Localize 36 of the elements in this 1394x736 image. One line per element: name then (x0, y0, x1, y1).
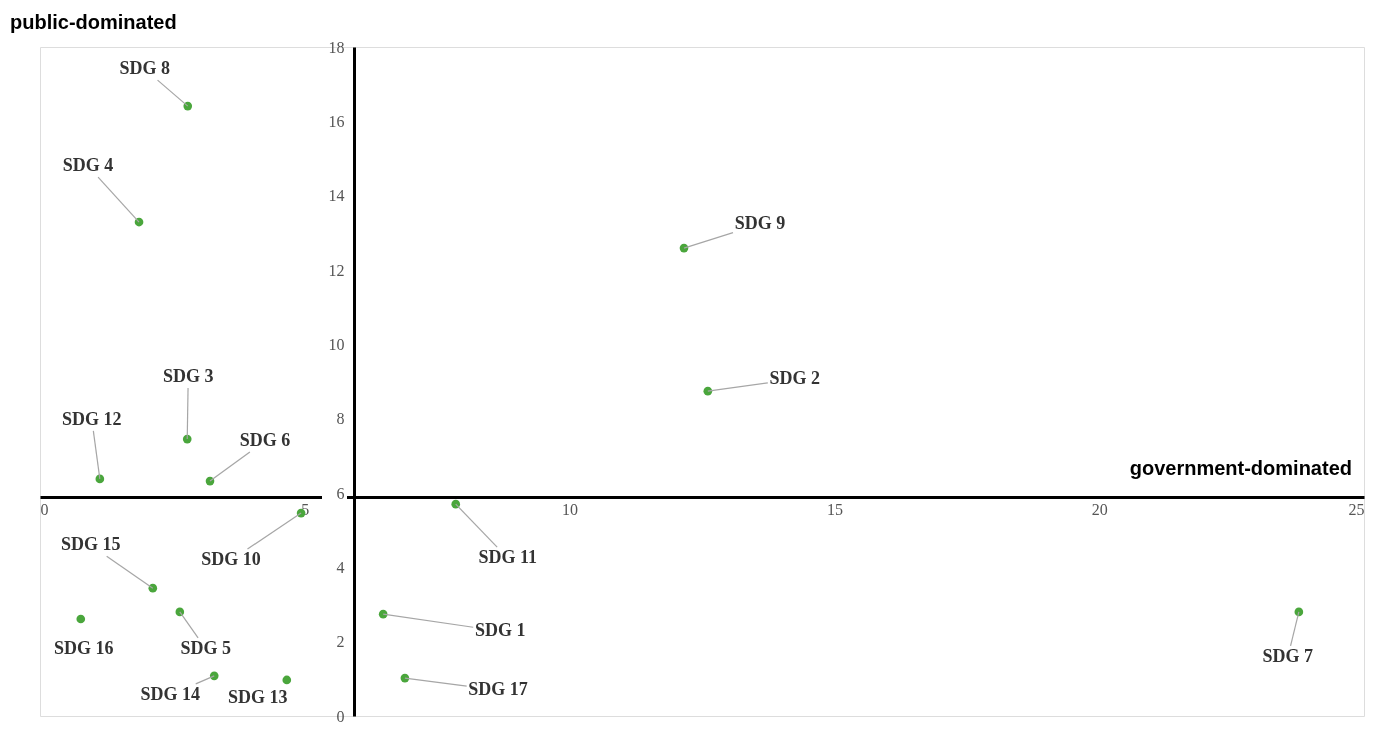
y-tick-label: 8 (336, 410, 345, 428)
annotation: SDG 4 (62, 155, 114, 176)
y-tick-label: 12 (328, 261, 345, 279)
annotation: SDG 3 (162, 366, 214, 387)
x-tick-label: 20 (1091, 500, 1108, 518)
annotation: SDG 14 (140, 683, 200, 704)
annotation: SDG 10 (201, 549, 261, 570)
annotation: government-dominated (1129, 457, 1352, 479)
point (282, 675, 292, 685)
y-tick-label: 6 (336, 484, 345, 502)
annotation: SDG 13 (228, 686, 288, 707)
x-tick-label: 25 (1348, 500, 1365, 518)
annotation: SDG 6 (239, 430, 291, 451)
annotation: SDG 16 (54, 637, 114, 658)
annotation: SDG 5 (180, 637, 232, 658)
annotation: SDG 7 (1262, 645, 1314, 666)
y-tick-label: 18 (328, 38, 345, 56)
y-tick-label: 16 (328, 112, 345, 130)
y-tick-label: 14 (328, 187, 345, 205)
y-tick-label: 2 (336, 633, 345, 651)
y-tick-label: 0 (336, 707, 345, 725)
x-tick-label: 15 (826, 500, 843, 518)
text: public-dominated (10, 11, 177, 33)
x-tick-label: 0 (40, 500, 49, 518)
y-tick-label: 10 (328, 335, 345, 353)
annotation: SDG 17 (468, 679, 528, 700)
y-tick-label: 4 (336, 558, 345, 576)
annotation: SDG 12 (62, 408, 122, 429)
annotation: SDG 11 (478, 547, 537, 568)
annotation: SDG 1 (474, 620, 526, 641)
point (76, 614, 86, 624)
annotation: SDG 15 (61, 534, 121, 555)
annotation: SDG 2 (769, 368, 821, 389)
annotation: SDG 8 (119, 58, 171, 79)
x-tick-label: 10 (562, 500, 579, 518)
annotation: SDG 9 (734, 213, 786, 234)
